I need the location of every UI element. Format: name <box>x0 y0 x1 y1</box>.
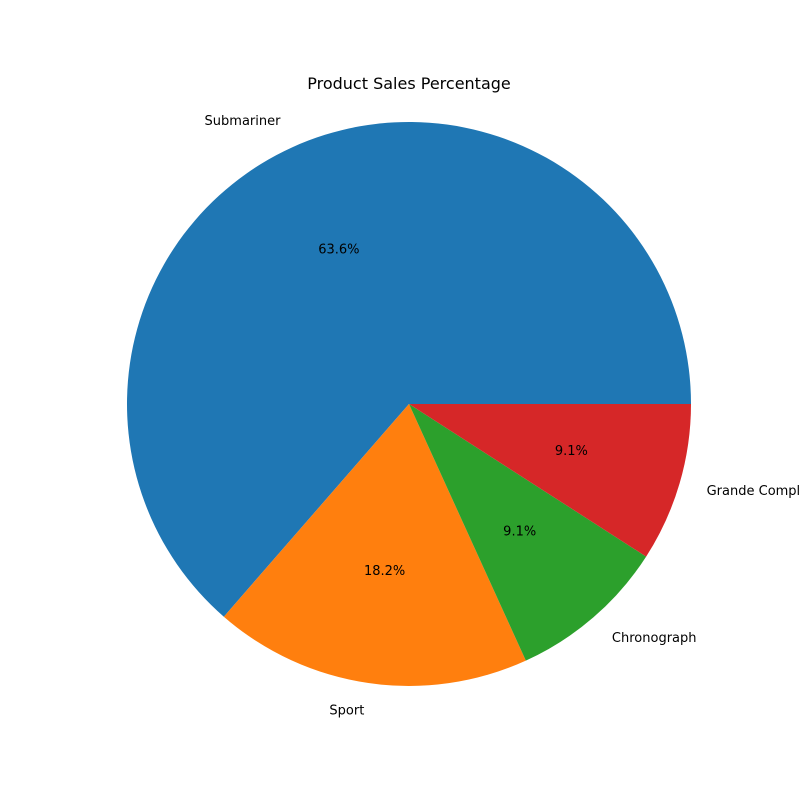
slice-percent-submariner: 63.6% <box>318 243 359 258</box>
slice-label-chronograph: Chronograph <box>612 631 697 646</box>
pie-slices <box>126 122 692 686</box>
pie-slice-submariner <box>126 122 692 617</box>
pie-slice-sport <box>223 404 526 686</box>
slice-percent-chronograph: 9.1% <box>503 524 536 539</box>
pie-slice-chronograph <box>409 404 647 661</box>
pie-labels: Submariner 63.6% Sport 18.2% Chronograph 9.1%… <box>205 114 800 718</box>
chart-title: Product Sales Percentage <box>307 74 511 93</box>
slice-label-submariner: Submariner <box>205 114 282 129</box>
slice-percent-sport: 18.2% <box>364 564 405 579</box>
slice-label-grande-complication: Grande Complication <box>707 484 800 499</box>
slice-percent-grande-complication: 9.1% <box>555 444 588 459</box>
pie-slice-grande-complication <box>409 404 691 557</box>
slice-label-sport: Sport <box>329 703 364 718</box>
